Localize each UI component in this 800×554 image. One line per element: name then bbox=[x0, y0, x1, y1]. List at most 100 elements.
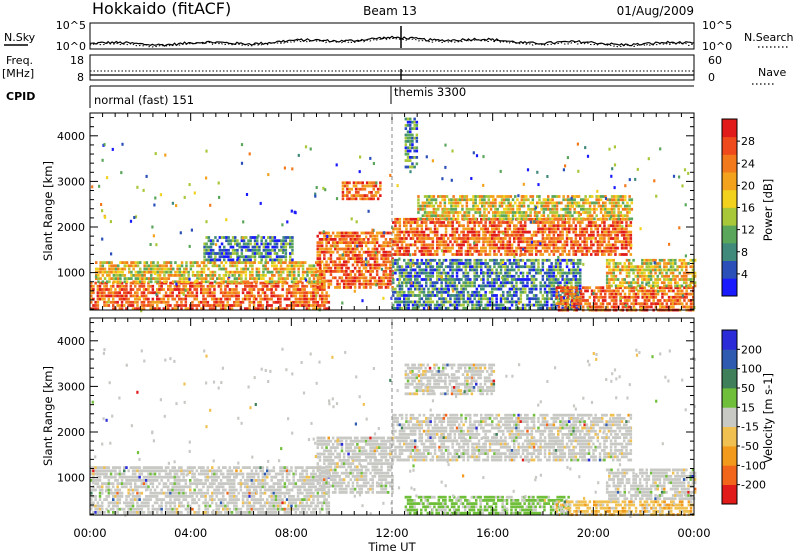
heat-cell bbox=[320, 279, 324, 283]
heat-cell bbox=[417, 198, 420, 202]
heat-cell bbox=[143, 277, 146, 280]
heat-cell bbox=[318, 247, 322, 251]
heat-cell bbox=[369, 263, 372, 267]
heat-cell bbox=[414, 230, 417, 234]
heat-cell bbox=[425, 303, 428, 307]
heat-cell bbox=[123, 284, 126, 288]
heat-cell bbox=[573, 207, 576, 211]
heat-cell bbox=[403, 240, 406, 244]
heat-cell bbox=[560, 299, 563, 302]
heat-cell bbox=[492, 211, 495, 214]
heat-cell bbox=[419, 204, 422, 208]
heat-cell bbox=[517, 265, 520, 269]
heat-cell bbox=[244, 264, 248, 268]
heat-cell bbox=[528, 271, 531, 275]
heat-cell bbox=[551, 201, 554, 205]
heat-cell bbox=[521, 224, 525, 228]
heat-cell bbox=[528, 278, 531, 281]
heat-cell bbox=[342, 260, 346, 264]
heat-cell bbox=[469, 249, 472, 253]
heat-cell bbox=[350, 187, 353, 191]
heat-cell bbox=[532, 233, 536, 237]
heat-cell bbox=[227, 277, 230, 280]
heat-cell bbox=[425, 224, 428, 228]
heat-cell bbox=[613, 195, 616, 198]
heat-cell bbox=[641, 295, 644, 299]
heat-cell bbox=[535, 294, 538, 297]
heat-cell bbox=[583, 240, 586, 244]
heat-cell bbox=[140, 294, 144, 298]
heat-cell bbox=[264, 245, 268, 249]
heat-cell bbox=[493, 243, 496, 247]
heat-cell bbox=[464, 274, 468, 278]
heat-cell bbox=[614, 240, 617, 244]
heat-cell bbox=[630, 286, 633, 290]
heat-cell bbox=[506, 246, 509, 250]
heat-cell bbox=[591, 201, 594, 205]
heat-cell bbox=[557, 297, 560, 301]
heat-cell bbox=[601, 221, 604, 224]
heat-cell bbox=[619, 204, 623, 208]
heat-cell bbox=[453, 287, 457, 291]
heat-cell bbox=[162, 294, 166, 298]
heat-cell bbox=[139, 280, 142, 284]
heat-cell bbox=[392, 240, 395, 244]
heat-cell bbox=[250, 291, 254, 295]
heat-cell bbox=[530, 217, 534, 221]
heat-cell bbox=[470, 207, 473, 211]
heat-cell bbox=[422, 271, 426, 275]
heat-cell bbox=[422, 290, 426, 294]
heat-cell bbox=[297, 261, 300, 264]
heat-cell bbox=[584, 299, 587, 302]
heat-cell bbox=[548, 227, 551, 231]
heat-cell bbox=[429, 281, 432, 285]
heat-cell bbox=[295, 261, 298, 264]
heat-cell bbox=[318, 250, 322, 254]
heat-cell bbox=[293, 274, 296, 277]
heat-cell bbox=[463, 214, 466, 218]
heat-cell bbox=[398, 233, 402, 237]
heat-cell bbox=[400, 300, 404, 304]
heat-cell bbox=[338, 241, 341, 244]
heat-cell bbox=[207, 258, 211, 262]
heat-cell bbox=[451, 221, 454, 224]
heat-cell bbox=[356, 279, 359, 283]
heat-cell bbox=[628, 299, 631, 302]
heat-cell bbox=[253, 258, 257, 262]
heat-cell bbox=[394, 227, 397, 231]
heat-cell bbox=[438, 297, 441, 301]
heat-cell bbox=[97, 267, 100, 271]
heat-cell bbox=[546, 290, 549, 294]
heat-cell bbox=[515, 246, 518, 250]
heat-cell bbox=[604, 207, 607, 211]
heat-cell bbox=[255, 270, 259, 274]
heat-cell bbox=[508, 243, 512, 247]
heat-cell bbox=[436, 240, 439, 244]
heat-cell bbox=[296, 297, 300, 301]
heat-cell bbox=[349, 247, 352, 251]
heat-cell bbox=[566, 201, 570, 205]
heat-cell bbox=[550, 268, 553, 272]
heat-cell bbox=[206, 304, 210, 307]
heat-cell bbox=[564, 204, 568, 208]
heat-cell bbox=[218, 255, 222, 259]
heat-cell bbox=[464, 262, 468, 265]
heat-cell bbox=[376, 191, 380, 194]
heat-cell bbox=[436, 271, 439, 275]
heat-cell bbox=[629, 253, 633, 256]
heat-cell bbox=[427, 271, 430, 275]
heat-cell bbox=[456, 201, 460, 205]
heat-cell bbox=[370, 194, 373, 197]
heat-cell bbox=[173, 297, 177, 301]
heat-cell bbox=[299, 261, 303, 264]
heat-cell bbox=[251, 261, 254, 264]
heat-cell bbox=[334, 247, 337, 251]
heat-cell bbox=[618, 253, 622, 256]
heat-cell bbox=[665, 286, 669, 290]
heat-cell bbox=[167, 284, 170, 288]
heat-cell bbox=[470, 198, 473, 202]
heat-cell bbox=[555, 195, 559, 198]
heat-cell bbox=[625, 243, 628, 247]
heat-cell bbox=[350, 194, 353, 197]
heat-cell bbox=[171, 291, 174, 295]
